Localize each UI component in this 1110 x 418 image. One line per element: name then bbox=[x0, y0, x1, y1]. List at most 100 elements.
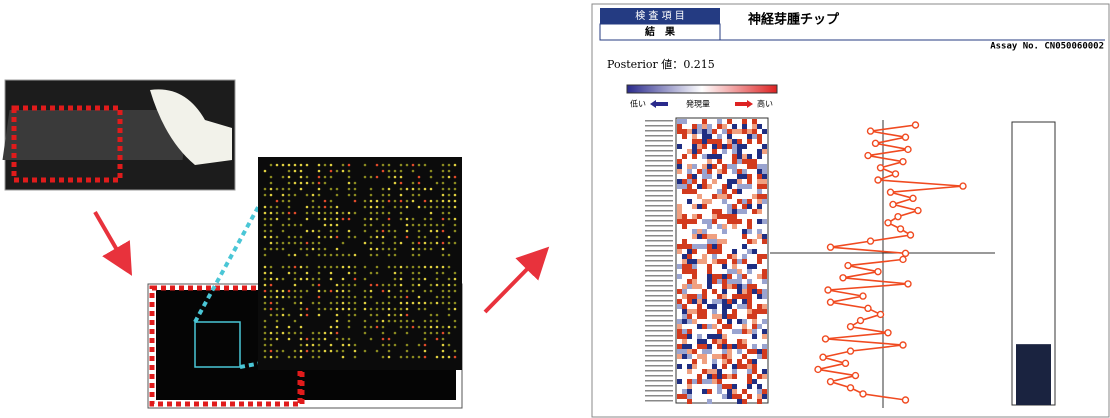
heat-cell bbox=[727, 284, 732, 289]
heat-cell bbox=[687, 284, 692, 289]
heat-cell bbox=[727, 279, 732, 284]
heat-cell bbox=[682, 184, 687, 189]
heat-cell bbox=[727, 254, 732, 259]
spot bbox=[276, 320, 279, 323]
heat-cell bbox=[757, 229, 762, 234]
spot bbox=[348, 266, 351, 269]
gene-label bbox=[645, 300, 673, 302]
heat-cell bbox=[702, 129, 707, 134]
heat-cell bbox=[712, 214, 717, 219]
heat-cell bbox=[742, 319, 747, 324]
heat-cell bbox=[697, 184, 702, 189]
heat-cell bbox=[727, 349, 732, 354]
spot bbox=[370, 272, 373, 275]
spot bbox=[276, 314, 279, 317]
heat-cell bbox=[747, 249, 752, 254]
heat-cell bbox=[692, 244, 697, 249]
heat-cell bbox=[692, 124, 697, 129]
heat-cell bbox=[752, 369, 757, 374]
heat-cell bbox=[692, 214, 697, 219]
heat-cell bbox=[757, 324, 762, 329]
spot bbox=[412, 242, 415, 245]
spot bbox=[276, 242, 279, 245]
spot bbox=[312, 182, 315, 185]
spot bbox=[306, 230, 309, 233]
spot bbox=[324, 176, 327, 179]
spot bbox=[282, 200, 285, 203]
spot bbox=[454, 350, 457, 353]
heat-cell bbox=[722, 229, 727, 234]
spot bbox=[330, 230, 333, 233]
spot bbox=[448, 266, 451, 269]
heat-cell bbox=[737, 154, 742, 159]
heat-cell bbox=[682, 389, 687, 394]
spot bbox=[406, 218, 409, 221]
heat-cell bbox=[682, 304, 687, 309]
spot bbox=[270, 272, 273, 275]
spot bbox=[318, 344, 321, 347]
spot bbox=[318, 194, 321, 197]
profile-point bbox=[823, 336, 829, 342]
spot bbox=[400, 176, 403, 179]
heat-cell bbox=[682, 269, 687, 274]
spot bbox=[270, 164, 273, 167]
heat-cell bbox=[712, 144, 717, 149]
spot bbox=[430, 170, 433, 173]
spot bbox=[394, 236, 397, 239]
spot bbox=[364, 200, 367, 203]
spot bbox=[388, 200, 391, 203]
spot bbox=[306, 218, 309, 221]
heat-cell bbox=[732, 249, 737, 254]
heat-cell bbox=[757, 179, 762, 184]
spot bbox=[364, 302, 367, 305]
heat-cell bbox=[697, 344, 702, 349]
profile-point bbox=[908, 232, 914, 238]
spot bbox=[406, 344, 409, 347]
spot bbox=[312, 200, 315, 203]
spot bbox=[448, 200, 451, 203]
spot bbox=[388, 254, 391, 257]
spot bbox=[442, 302, 445, 305]
spot bbox=[388, 224, 391, 227]
heat-cell bbox=[707, 269, 712, 274]
heat-cell bbox=[677, 244, 682, 249]
heat-cell bbox=[757, 234, 762, 239]
spot bbox=[318, 338, 321, 341]
spot bbox=[264, 212, 267, 215]
heat-cell bbox=[762, 179, 767, 184]
heat-cell bbox=[692, 319, 697, 324]
spot bbox=[282, 248, 285, 251]
heat-cell bbox=[752, 334, 757, 339]
spot bbox=[300, 356, 303, 359]
spot bbox=[318, 356, 321, 359]
gene-label bbox=[645, 305, 673, 307]
profile-point bbox=[828, 244, 834, 250]
heat-cell bbox=[762, 129, 767, 134]
spot bbox=[424, 224, 427, 227]
spot bbox=[270, 278, 273, 281]
tab: 検 査 項 目 bbox=[635, 9, 685, 22]
spot bbox=[288, 182, 291, 185]
spot bbox=[336, 296, 339, 299]
spot bbox=[412, 224, 415, 227]
heat-cell bbox=[682, 224, 687, 229]
spot bbox=[364, 224, 367, 227]
heat-cell bbox=[762, 274, 767, 279]
profile-point bbox=[848, 385, 854, 391]
heat-cell bbox=[752, 194, 757, 199]
spot bbox=[418, 242, 421, 245]
spot bbox=[442, 188, 445, 191]
heat-cell bbox=[732, 214, 737, 219]
heat-cell bbox=[677, 329, 682, 334]
spot bbox=[324, 248, 327, 251]
spot bbox=[354, 182, 357, 185]
spot bbox=[442, 266, 445, 269]
gene-label bbox=[645, 360, 673, 362]
heat-cell bbox=[722, 144, 727, 149]
spot bbox=[382, 230, 385, 233]
spot bbox=[442, 200, 445, 203]
spot bbox=[318, 212, 321, 215]
heat-cell bbox=[722, 184, 727, 189]
spot bbox=[388, 176, 391, 179]
spot bbox=[400, 314, 403, 317]
